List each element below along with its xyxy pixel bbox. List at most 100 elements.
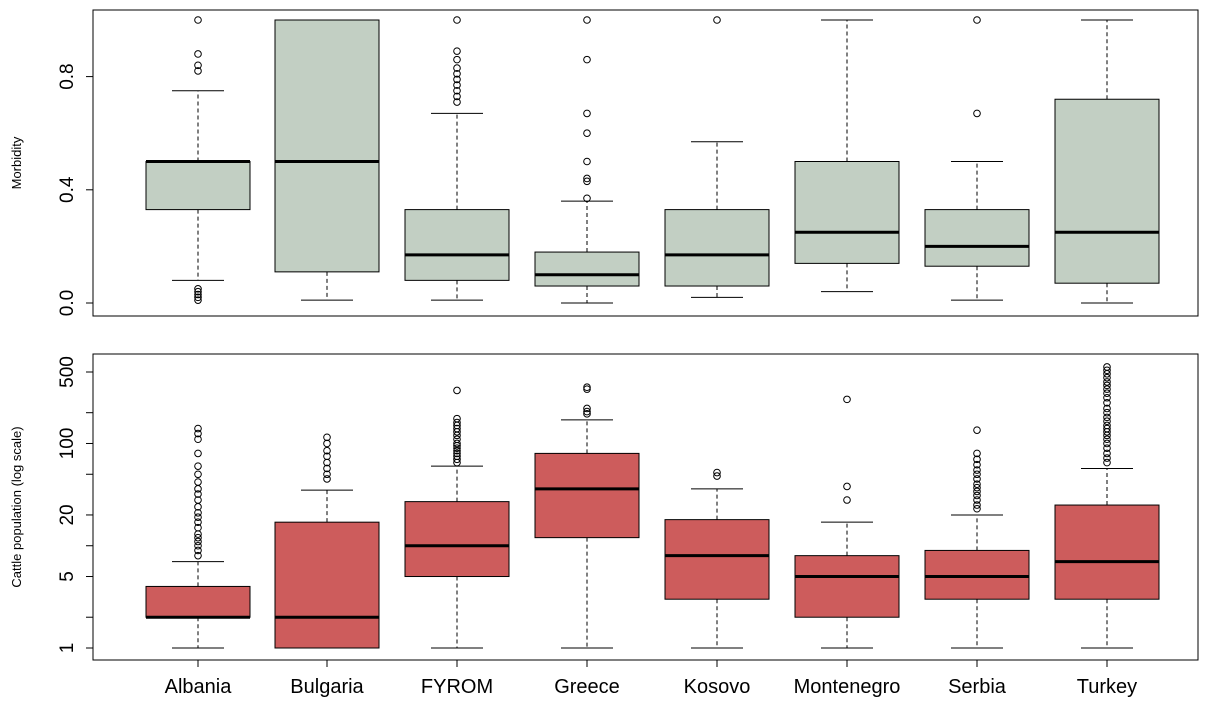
outlier-point <box>453 458 461 467</box>
outlier-point <box>194 449 202 458</box>
outlier-point <box>973 504 981 513</box>
outlier-point <box>194 435 202 444</box>
outlier-point <box>323 458 331 467</box>
outlier-point <box>453 69 461 78</box>
outlier-point <box>194 290 202 299</box>
outlier-point <box>1103 398 1111 407</box>
outlier-point <box>194 293 202 302</box>
iqr-box <box>664 519 770 600</box>
iqr-box <box>924 549 1030 600</box>
outlier-point <box>1103 435 1111 444</box>
y-axis-title: Cattle population (log scale) <box>9 426 24 587</box>
outlier-point <box>973 466 981 474</box>
outlier-point <box>583 385 591 393</box>
box-greece <box>534 16 640 304</box>
outlier-point <box>1103 389 1111 398</box>
box-turkey <box>1054 19 1160 304</box>
outlier-point <box>194 518 202 526</box>
outlier-point <box>194 67 202 75</box>
outlier-point <box>973 460 981 469</box>
outlier-point <box>1103 417 1111 426</box>
outlier-point <box>194 537 202 546</box>
box-montenegro <box>794 395 900 649</box>
outlier-point <box>194 513 202 522</box>
outlier-point <box>453 16 461 24</box>
outlier-point <box>194 485 202 493</box>
outlier-point <box>323 439 331 448</box>
box-fyrom <box>404 386 510 649</box>
outlier-point <box>1103 439 1111 448</box>
outlier-point <box>973 470 981 479</box>
box-kosovo <box>664 16 770 298</box>
x-tick-label-bulgaria: Bulgaria <box>290 676 364 698</box>
outlier-point <box>1103 431 1111 440</box>
iqr-box <box>794 161 900 264</box>
cattle-population-panel: 1 5 20 100 500 Cattle population (log scale) <box>9 353 1199 661</box>
outlier-point <box>973 16 981 24</box>
y-tick-label: 5 <box>57 571 78 582</box>
outlier-point <box>194 470 202 479</box>
box-serbia <box>924 16 1030 301</box>
outlier-point <box>453 428 461 436</box>
outlier-point <box>843 482 851 491</box>
outlier-point <box>973 501 981 509</box>
iqr-box <box>664 209 770 287</box>
outlier-point <box>1103 413 1111 422</box>
box-albania <box>145 16 251 304</box>
box-serbia <box>924 426 1030 649</box>
outlier-point <box>973 483 981 492</box>
x-tick-label-albania: Albania <box>165 676 233 698</box>
outlier-point <box>323 433 331 442</box>
outlier-point <box>323 464 331 473</box>
outlier-point <box>194 296 202 304</box>
outlier-point <box>1103 370 1111 378</box>
x-tick-label-kosovo: Kosovo <box>684 676 751 698</box>
outlier-point <box>973 449 981 458</box>
x-tick-label-fyrom: FYROM <box>421 676 493 698</box>
y-tick-label: 500 <box>57 356 78 388</box>
outlier-point <box>1103 454 1111 462</box>
outlier-point <box>194 530 202 538</box>
outlier-point <box>843 395 851 404</box>
outlier-point <box>194 424 202 433</box>
outlier-point <box>973 475 981 483</box>
outlier-point <box>453 75 461 84</box>
outlier-point <box>1103 428 1111 436</box>
outlier-point <box>1103 381 1111 390</box>
outlier-point <box>973 496 981 504</box>
outlier-point <box>1103 404 1111 413</box>
outlier-point <box>194 16 202 24</box>
outlier-point <box>453 431 461 440</box>
iqr-box <box>1054 504 1160 600</box>
outlier-point <box>1103 449 1111 458</box>
x-tick-label-serbia: Serbia <box>948 676 1007 698</box>
outlier-point <box>583 407 591 416</box>
iqr-box <box>1054 98 1160 284</box>
iqr-box <box>534 251 640 287</box>
outlier-point <box>453 449 461 458</box>
outlier-point <box>453 98 461 106</box>
outlier-point <box>194 551 202 560</box>
iqr-box <box>534 452 640 539</box>
outlier-point <box>194 541 202 550</box>
iqr-box <box>274 19 380 273</box>
outlier-point <box>583 383 591 392</box>
outlier-point <box>583 157 591 166</box>
outlier-point <box>453 64 461 72</box>
outlier-point <box>583 404 591 413</box>
outlier-point <box>194 285 202 293</box>
box-bulgaria <box>274 19 380 301</box>
outlier-point <box>323 446 331 455</box>
outlier-point <box>194 533 202 542</box>
outlier-point <box>583 129 591 137</box>
outlier-point <box>194 508 202 517</box>
outlier-point <box>583 174 591 183</box>
morbidity-panel: 0.0 0.4 0.8 Morbidity <box>9 9 1199 317</box>
iqr-box <box>404 209 510 281</box>
outlier-point <box>453 455 461 464</box>
box-greece <box>534 383 640 649</box>
outlier-point <box>973 491 981 500</box>
outlier-point <box>1103 385 1111 393</box>
y-tick-label: 0.4 <box>57 176 78 203</box>
